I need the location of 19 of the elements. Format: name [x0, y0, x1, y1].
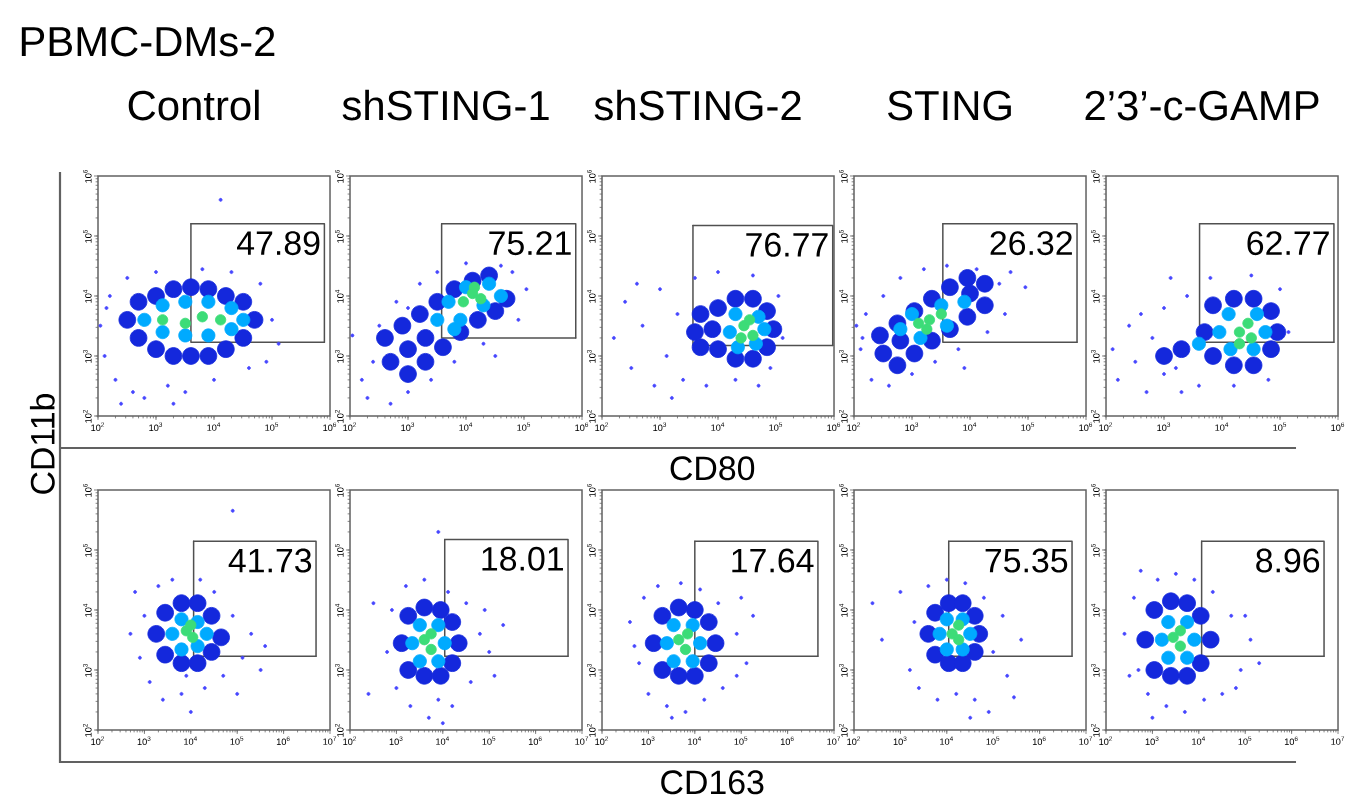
annotation: 62.77: [1247, 231, 1329, 256]
annotation: 26.32: [990, 231, 1072, 256]
annotation: 18.01: [482, 546, 563, 571]
annotation: 75.21: [489, 231, 571, 256]
x-axis-title: CD163: [661, 770, 764, 795]
annotation: 47.89: [237, 231, 320, 256]
annotation: 41.73: [228, 548, 312, 573]
text: PBMC-DMs-2: [21, 26, 275, 57]
chart-title: STING: [888, 90, 1011, 121]
chart-title: shSTING-2: [594, 89, 801, 121]
annotation: 76.77: [746, 232, 828, 257]
chart-title: Control: [128, 89, 259, 121]
y-axis-title: CD11b: [29, 394, 55, 494]
annotation: 17.64: [732, 548, 814, 573]
annotation: 8.96: [1256, 548, 1320, 573]
annotation: 75.35: [985, 548, 1068, 573]
chart-title: shSTING-1: [342, 89, 549, 121]
x-axis-title: CD80: [670, 456, 755, 481]
chart-title: 2’3’-c-GAMP: [1085, 90, 1319, 121]
